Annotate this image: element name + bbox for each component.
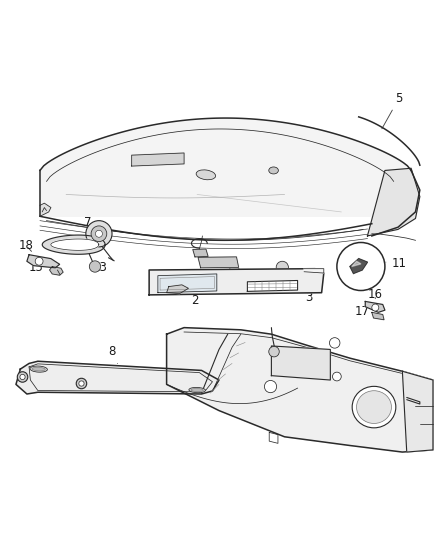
Text: 9: 9 — [40, 379, 51, 392]
Polygon shape — [40, 118, 420, 236]
Circle shape — [332, 372, 341, 381]
Circle shape — [228, 266, 240, 279]
Polygon shape — [198, 257, 239, 268]
Polygon shape — [149, 269, 324, 295]
Circle shape — [372, 304, 379, 311]
Ellipse shape — [352, 386, 396, 428]
Circle shape — [91, 226, 107, 241]
Polygon shape — [132, 153, 184, 166]
Text: 7: 7 — [84, 216, 101, 229]
Ellipse shape — [189, 387, 205, 393]
Polygon shape — [403, 372, 433, 452]
Text: 11: 11 — [386, 256, 406, 270]
Polygon shape — [166, 328, 433, 452]
Ellipse shape — [32, 367, 45, 371]
Circle shape — [95, 230, 102, 237]
Circle shape — [79, 381, 84, 386]
Text: 6: 6 — [261, 280, 275, 293]
Polygon shape — [27, 255, 60, 268]
Polygon shape — [193, 249, 208, 257]
Circle shape — [276, 261, 288, 273]
Text: 10: 10 — [343, 248, 357, 261]
Text: 5: 5 — [382, 92, 403, 129]
Polygon shape — [51, 239, 99, 251]
Polygon shape — [365, 302, 385, 312]
Circle shape — [269, 346, 279, 357]
Circle shape — [265, 381, 277, 393]
Polygon shape — [272, 346, 330, 380]
Polygon shape — [247, 280, 297, 292]
Text: 17: 17 — [355, 304, 374, 318]
Text: 8: 8 — [108, 345, 117, 364]
Circle shape — [76, 378, 87, 389]
Ellipse shape — [357, 391, 392, 423]
Polygon shape — [16, 361, 219, 394]
Polygon shape — [350, 259, 367, 273]
Text: 3: 3 — [300, 290, 312, 304]
Circle shape — [17, 372, 28, 382]
Text: 13: 13 — [93, 261, 108, 274]
Circle shape — [20, 374, 25, 379]
Text: 15: 15 — [29, 261, 49, 274]
Text: 12: 12 — [75, 234, 90, 247]
Polygon shape — [367, 168, 420, 236]
Text: 2: 2 — [191, 293, 201, 307]
Circle shape — [337, 243, 385, 290]
Polygon shape — [166, 285, 188, 294]
Polygon shape — [158, 274, 217, 293]
Polygon shape — [372, 312, 384, 320]
Circle shape — [35, 257, 43, 265]
Circle shape — [86, 221, 112, 247]
Polygon shape — [49, 266, 63, 275]
Polygon shape — [304, 269, 324, 273]
Circle shape — [329, 338, 340, 348]
Polygon shape — [352, 261, 361, 266]
Ellipse shape — [191, 389, 203, 392]
Circle shape — [89, 261, 101, 272]
Ellipse shape — [269, 167, 279, 174]
Text: 1: 1 — [228, 262, 240, 275]
Text: 16: 16 — [368, 288, 383, 301]
Polygon shape — [42, 235, 105, 254]
Ellipse shape — [30, 366, 47, 372]
Polygon shape — [40, 203, 51, 216]
Ellipse shape — [196, 170, 215, 180]
Text: 4: 4 — [158, 274, 171, 287]
Text: 18: 18 — [18, 239, 33, 252]
